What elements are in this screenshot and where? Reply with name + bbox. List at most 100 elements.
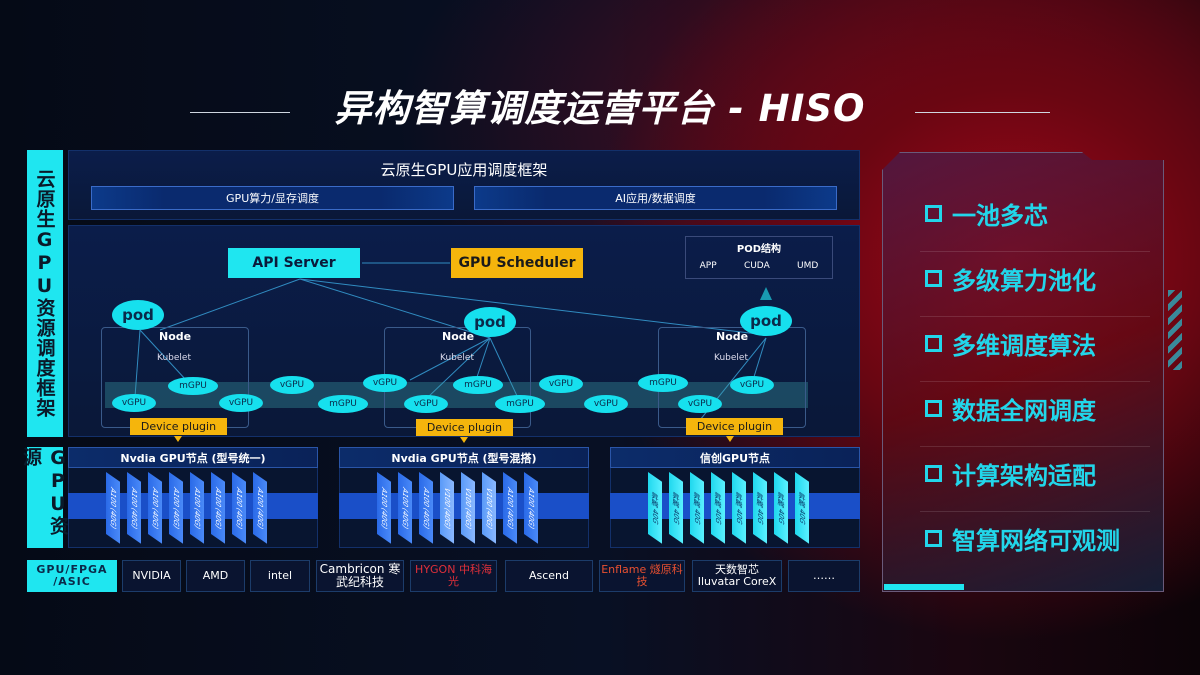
gpu-node-title: Nvdia GPU节点 (型号统一) bbox=[68, 447, 318, 468]
vgpu-unit: vGPU bbox=[270, 376, 314, 394]
kubelet-label: Kubelet bbox=[157, 353, 191, 363]
vendor-logo-intel: intel bbox=[250, 560, 310, 592]
gpu-chip: V100 (40G) bbox=[482, 472, 496, 544]
checkbox-square-icon bbox=[925, 205, 942, 222]
node-label: Node bbox=[442, 330, 475, 343]
mgpu-unit: mGPU bbox=[495, 395, 545, 413]
gpu-chip: 昇腾 40G bbox=[774, 472, 788, 544]
gpu-chip: V100 (40G) bbox=[461, 472, 475, 544]
feature-item: 多维调度算法 bbox=[925, 326, 1096, 361]
gpu-chip: A100 (40G) bbox=[398, 472, 412, 544]
framework-title: 云原生GPU应用调度框架 bbox=[380, 161, 548, 179]
pod-ellipse: pod bbox=[112, 300, 164, 330]
vendor-logo-enflame: Enflame 燧原科技 bbox=[599, 560, 685, 592]
gpu-node-title: 信创GPU节点 bbox=[610, 447, 860, 468]
title-decor-left bbox=[190, 112, 290, 113]
vendor-logo-hygon: HYGON 中科海光 bbox=[410, 560, 497, 592]
gpu-chip: A100 (40G) bbox=[524, 472, 538, 544]
gpu-chip: A100 (40G) bbox=[127, 472, 141, 544]
vgpu-unit: vGPU bbox=[404, 395, 448, 413]
hardware-side-label: GPU/FPGA /ASIC bbox=[27, 560, 117, 592]
framework-side-label: 云原生GPU资源调度框架 bbox=[27, 150, 63, 437]
pod-item-umd: UMD bbox=[797, 261, 819, 271]
feature-item: 计算架构适配 bbox=[925, 456, 1096, 491]
gpu-node-title: Nvdia GPU节点 (型号混搭) bbox=[339, 447, 589, 468]
pod-structure-box: POD结构 APP CUDA UMD bbox=[685, 236, 833, 279]
feature-label: 多级算力池化 bbox=[952, 267, 1096, 295]
feature-label: 智算网络可观测 bbox=[952, 527, 1120, 555]
mgpu-unit: mGPU bbox=[638, 374, 688, 392]
kubelet-label: Kubelet bbox=[714, 353, 748, 363]
api-server-box: API Server bbox=[228, 248, 360, 278]
vendor-logo-……: …… bbox=[788, 560, 860, 592]
gpu-chip: A100 (40G) bbox=[190, 472, 204, 544]
feature-item: 数据全网调度 bbox=[925, 391, 1096, 426]
gpu-chip: 昇腾 40G bbox=[711, 472, 725, 544]
checkbox-square-icon bbox=[925, 335, 942, 352]
vgpu-unit: vGPU bbox=[112, 394, 156, 412]
feature-label: 多维调度算法 bbox=[952, 332, 1096, 360]
feature-item: 多级算力池化 bbox=[925, 261, 1096, 296]
feature-divider bbox=[920, 251, 1150, 252]
vgpu-unit: vGPU bbox=[363, 374, 407, 392]
gpu-chip: A100 (40G) bbox=[232, 472, 246, 544]
gpu-chip: A100 (40G) bbox=[503, 472, 517, 544]
vgpu-unit: vGPU bbox=[678, 395, 722, 413]
checkbox-square-icon bbox=[925, 530, 942, 547]
gpu-chip: A100 (40G) bbox=[148, 472, 162, 544]
gpu-chip: 昇腾 40G bbox=[753, 472, 767, 544]
stripes-decor bbox=[1168, 290, 1182, 370]
feature-divider bbox=[920, 316, 1150, 317]
pod-item-cuda: CUDA bbox=[743, 261, 770, 271]
page-title: 异构智算调度运营平台 - HISO bbox=[334, 87, 866, 130]
feature-label: 一池多芯 bbox=[952, 202, 1048, 230]
kubelet-label: Kubelet bbox=[440, 353, 474, 363]
gpu-chip: A100 (40G) bbox=[253, 472, 267, 544]
device-plugin-box: Device plugin bbox=[416, 419, 513, 436]
ai-data-scheduling: AI应用/数据调度 bbox=[474, 186, 837, 210]
checkbox-square-icon bbox=[925, 400, 942, 417]
gpu-chip: A100 (40G) bbox=[419, 472, 433, 544]
mgpu-unit: mGPU bbox=[453, 376, 503, 394]
gpu-chip: 昇腾 40G bbox=[732, 472, 746, 544]
feature-label: 数据全网调度 bbox=[952, 397, 1096, 425]
gpu-chip: 昇腾 40G bbox=[690, 472, 704, 544]
checkbox-square-icon bbox=[925, 270, 942, 287]
pod-structure-title: POD结构 bbox=[736, 244, 782, 255]
pod-ellipse: pod bbox=[464, 307, 516, 337]
device-plugin-box: Device plugin bbox=[686, 418, 783, 435]
gpu-chip: V100 (40G) bbox=[440, 472, 454, 544]
checkbox-square-icon bbox=[925, 465, 942, 482]
vendor-logo-nvidia: NVIDIA bbox=[122, 560, 181, 592]
gpu-chip: 昇腾 40G bbox=[648, 472, 662, 544]
vendor-logo-天数智芯: 天数智芯 Iluvatar CoreX bbox=[692, 560, 782, 592]
vgpu-unit: vGPU bbox=[730, 376, 774, 394]
feature-item: 一池多芯 bbox=[925, 196, 1048, 231]
gpu-chip: 昇腾 40G bbox=[795, 472, 809, 544]
mgpu-unit: mGPU bbox=[168, 377, 218, 395]
gpu-chip: 昇腾 40G bbox=[669, 472, 683, 544]
corner-accent bbox=[884, 584, 964, 590]
mgpu-unit: mGPU bbox=[318, 395, 368, 413]
device-plugin-box: Device plugin bbox=[130, 418, 227, 435]
feature-label: 计算架构适配 bbox=[952, 462, 1096, 490]
feature-divider bbox=[920, 511, 1150, 512]
gpu-chip: A100 (40G) bbox=[169, 472, 183, 544]
node-label: Node bbox=[159, 330, 192, 343]
gpu-chip: A100 (40G) bbox=[377, 472, 391, 544]
vgpu-unit: vGPU bbox=[219, 394, 263, 412]
features-panel bbox=[882, 152, 1164, 592]
vendor-logo-cambricon: Cambricon 寒武纪科技 bbox=[316, 560, 404, 592]
vendor-logo-ascend: Ascend bbox=[505, 560, 593, 592]
vgpu-unit: vGPU bbox=[584, 395, 628, 413]
feature-divider bbox=[920, 446, 1150, 447]
node-label: Node bbox=[716, 330, 749, 343]
feature-divider bbox=[920, 381, 1150, 382]
title-decor-right bbox=[915, 112, 1050, 113]
vgpu-unit: vGPU bbox=[539, 375, 583, 393]
gpu-scheduler-box: GPU Scheduler bbox=[451, 248, 583, 278]
vendor-logo-amd: AMD bbox=[186, 560, 245, 592]
gpu-chip: A100 (40G) bbox=[106, 472, 120, 544]
pod-ellipse: pod bbox=[740, 306, 792, 336]
